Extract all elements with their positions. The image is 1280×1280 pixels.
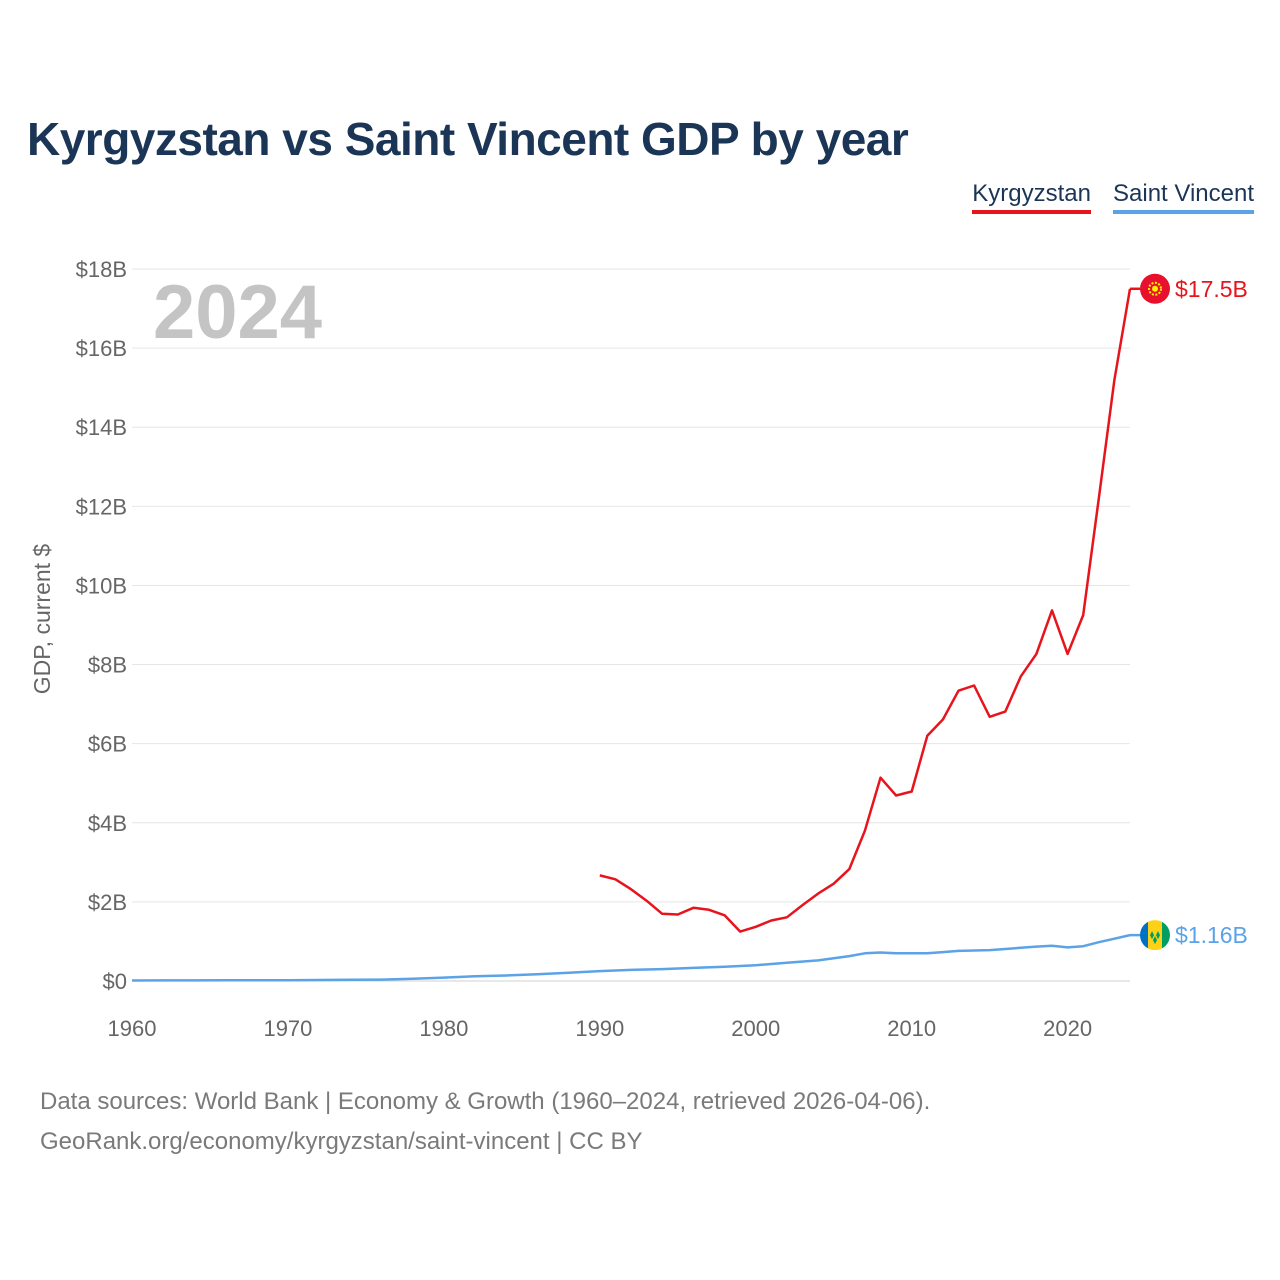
legend-item-saint-vincent[interactable]: Saint Vincent — [1113, 180, 1254, 214]
flag-diamond-icon — [1150, 931, 1154, 940]
legend: Kyrgyzstan Saint Vincent — [972, 180, 1254, 214]
source-line-1: Data sources: World Bank | Economy & Gro… — [40, 1088, 931, 1115]
legend-item-kyrgyzstan[interactable]: Kyrgyzstan — [972, 180, 1091, 214]
y-tick-label: $4B — [88, 811, 127, 836]
series-line-kyrgyzstan — [599, 288, 1132, 933]
x-axis-ticks: 1960 1970 1980 1990 2000 2010 2020 — [108, 1016, 1093, 1041]
flag-sun-core-icon — [1152, 285, 1158, 292]
x-tick-label: 1970 — [263, 1016, 312, 1041]
end-label-kyrgyzstan: $17.5B — [1175, 276, 1248, 302]
source-note: Data sources: World Bank | Economy & Gro… — [40, 1082, 930, 1162]
y-tick-label: $16B — [76, 336, 127, 361]
flag-diamond-icon — [1156, 931, 1160, 940]
y-tick-label: $10B — [76, 573, 127, 598]
flag-band-blue — [1140, 920, 1148, 951]
series-line-saint-vincent — [131, 933, 1131, 982]
x-tick-label: 2020 — [1043, 1016, 1092, 1041]
series-lines — [131, 288, 1132, 982]
y-axis-ticks: $0 $2B $4B $6B $8B $10B $12B $14B $16B $18B — [76, 257, 127, 994]
gridlines — [132, 268, 1130, 982]
y-tick-label: $12B — [76, 494, 127, 519]
gdp-line-chart: $0$2B$4B$6B$8B$10B$12B$14B$16B$18B 1960 1… — [29, 257, 1248, 1041]
y-tick-label: $2B — [88, 890, 127, 915]
y-tick-label: $6B — [88, 732, 127, 757]
x-tick-label: 1990 — [575, 1016, 624, 1041]
y-tick-label: $8B — [88, 653, 127, 678]
y-tick-label: $18B — [76, 257, 127, 282]
x-tick-label: 2010 — [887, 1016, 936, 1041]
end-label-saint-vincent: $1.16B — [1175, 922, 1248, 948]
flag-sun-icon — [1148, 281, 1162, 296]
year-label: 2024 — [153, 270, 322, 355]
x-tick-label: 1960 — [108, 1016, 157, 1041]
flag-saint-vincent-icon — [1140, 920, 1170, 951]
y-tick-label: $14B — [76, 415, 127, 440]
flag-band-green — [1162, 920, 1170, 951]
flag-diamond-icon — [1153, 936, 1157, 945]
y-axis-label: GDP, current $ — [29, 544, 55, 695]
source-line-2: GeoRank.org/economy/kyrgyzstan/saint-vin… — [40, 1128, 643, 1155]
x-tick-label: 2000 — [731, 1016, 780, 1041]
x-tick-label: 1980 — [419, 1016, 468, 1041]
end-markers: $17.5B $1.16B — [1130, 273, 1248, 951]
chart-title: Kyrgyzstan vs Saint Vincent GDP by year — [27, 113, 909, 165]
flag-band-yellow — [1148, 920, 1162, 951]
y-tick-label: $0 — [103, 969, 127, 994]
